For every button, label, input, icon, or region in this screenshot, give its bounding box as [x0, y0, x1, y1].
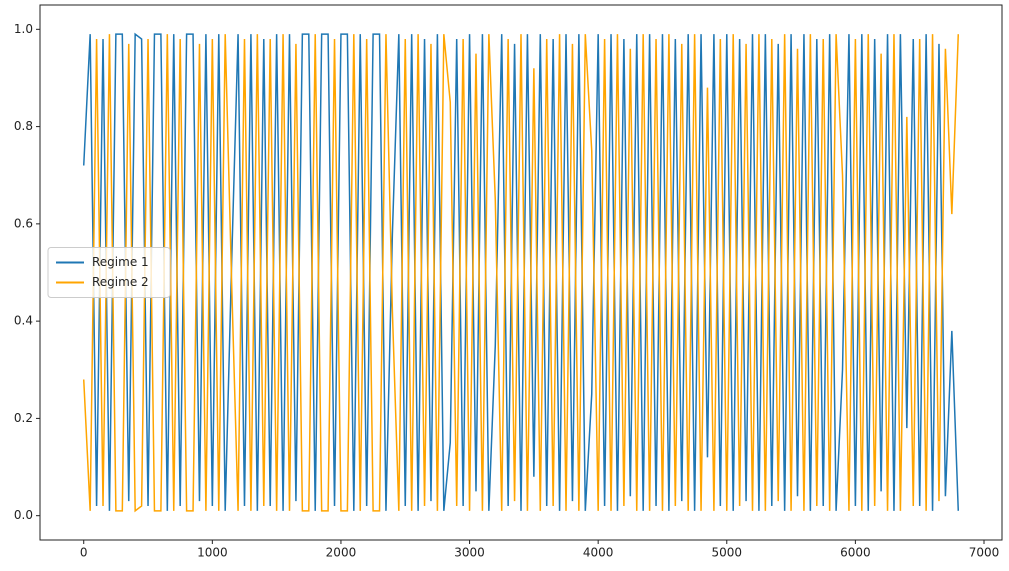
y-tick-label: 0.0: [14, 508, 33, 522]
y-tick-label: 0.6: [14, 216, 33, 230]
x-tick-label: 5000: [712, 546, 743, 560]
legend-box: [47, 247, 171, 298]
line-series: [82, 32, 960, 511]
x-tick-label: 2000: [326, 546, 357, 560]
y-tick-label: 0.8: [14, 119, 33, 133]
plot-frame: [39, 4, 1003, 541]
x-tick-label: 1000: [197, 546, 228, 560]
y-tick-label: 1.0: [14, 22, 33, 36]
legend: Regime 1 Regime 2: [47, 247, 171, 298]
x-tick-label: 0: [80, 546, 88, 560]
x-tick-label: 7000: [969, 546, 1000, 560]
legend-label: Regime 2: [92, 275, 149, 289]
x-tick-label: 6000: [840, 546, 871, 560]
legend-label: Regime 1: [92, 255, 149, 269]
x-tick-label: 3000: [454, 546, 485, 560]
line-series: [82, 34, 960, 513]
y-tick-label: 0.2: [14, 411, 33, 425]
y-tick-label: 0.4: [14, 314, 33, 328]
x-tick-label: 4000: [583, 546, 614, 560]
